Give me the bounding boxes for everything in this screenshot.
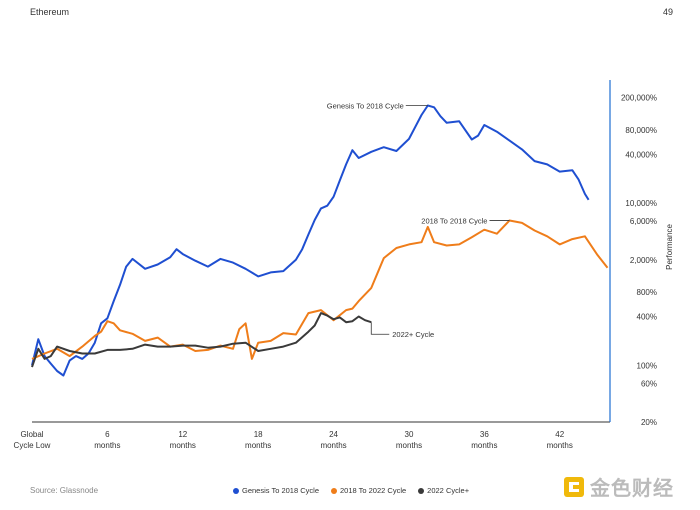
legend-swatch-blue (233, 487, 239, 494)
y-tick-label: 100% (637, 361, 657, 370)
x-tick-label: months (396, 441, 422, 450)
y-tick-label: 20% (641, 418, 657, 427)
series-line-2 (31, 312, 372, 368)
series-line-1 (31, 219, 609, 360)
y-tick-label: 6,000% (630, 217, 657, 226)
annotation-2018: 2018 To 2018 Cycle (421, 217, 487, 226)
legend-swatch-dark (418, 487, 425, 494)
y-axis-label: Performance (665, 224, 674, 270)
x-tick-label: 18 (254, 430, 263, 439)
y-tick-label: 2,000% (630, 256, 657, 265)
x-tick-label: 24 (329, 430, 338, 439)
performance-chart: Global Cycle Low 6 months 12 months 18 months 24… (14, 80, 674, 450)
source-note: Source: Glassnode (30, 486, 99, 495)
annotation-2022: 2022+ Cycle (392, 330, 434, 339)
x-tick-label: 36 (480, 430, 489, 439)
y-tick-label: 60% (641, 379, 657, 388)
x-tick-label: months (245, 441, 271, 450)
x-tick-label: months (471, 441, 497, 450)
legend-item-2018-2022: 2018 To 2022 Cycle (331, 486, 406, 495)
legend-item-2022-plus: 2022 Cycle+ (418, 486, 469, 495)
legend-item-genesis-2018: Genesis To 2018 Cycle (233, 486, 319, 495)
y-tick-label: 200,000% (621, 94, 657, 103)
x-tick-label: Global (20, 430, 43, 439)
x-tick-label: 30 (405, 430, 414, 439)
page-title: Ethereum (30, 7, 70, 17)
x-tick-label: months (320, 441, 346, 450)
legend-label: 2022 Cycle+ (427, 486, 470, 495)
watermark-text: 金色财经 (590, 478, 674, 500)
annotation-leader (370, 322, 390, 335)
x-tick-label: months (170, 441, 196, 450)
series-line-0 (31, 104, 590, 377)
page-number: 49 (662, 7, 673, 17)
annotation-genesis: Genesis To 2018 Cycle (327, 101, 404, 110)
y-tick-label: 10,000% (625, 199, 657, 208)
legend-label: Genesis To 2018 Cycle (242, 486, 319, 495)
y-tick-label: 400% (637, 312, 657, 321)
watermark: 金色财经 (563, 472, 674, 501)
chart-legend: Genesis To 2018 Cycle 2018 To 2022 Cycle… (233, 486, 469, 495)
legend-label: 2018 To 2022 Cycle (340, 486, 407, 495)
x-tick-label: months (94, 441, 120, 450)
legend-swatch-orange (331, 487, 337, 494)
jinse-logo-icon (564, 476, 584, 497)
y-tick-label: 800% (637, 288, 657, 297)
x-tick-label: 6 (105, 430, 110, 439)
x-tick-label: Cycle Low (14, 441, 51, 450)
x-tick-label: months (547, 441, 573, 450)
y-tick-label: 40,000% (625, 150, 657, 159)
x-tick-label: 42 (555, 430, 564, 439)
y-tick-label: 80,000% (625, 126, 657, 135)
x-tick-label: 12 (178, 430, 187, 439)
